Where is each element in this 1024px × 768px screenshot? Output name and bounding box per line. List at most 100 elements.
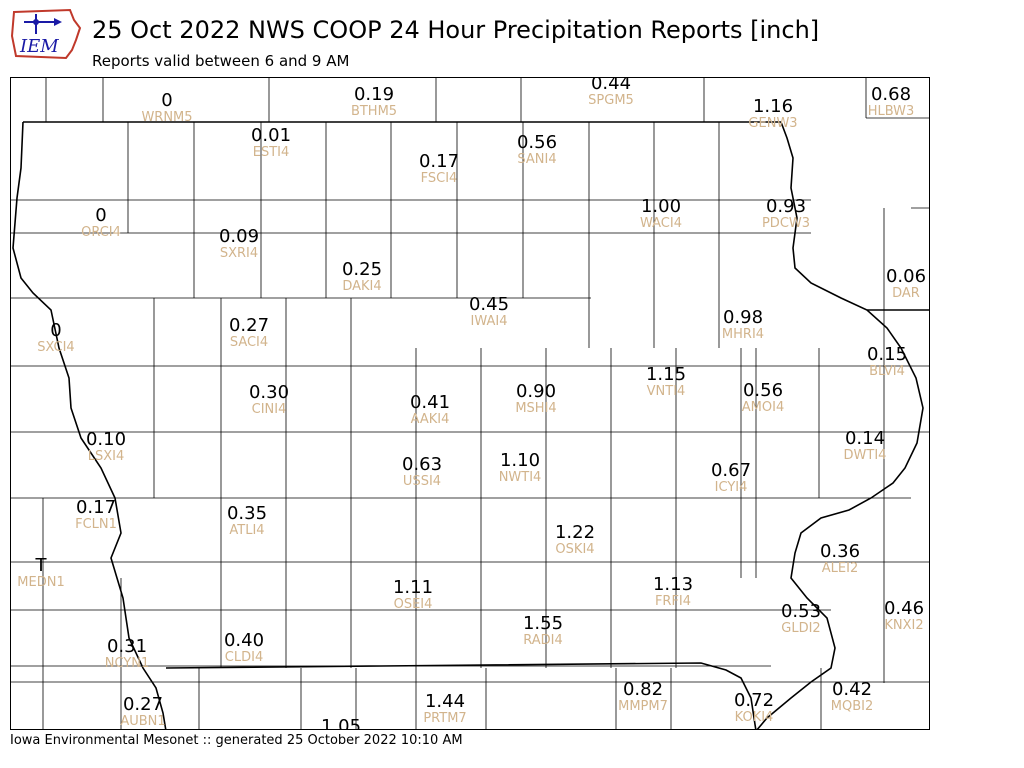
station-dwti4: 0.14 DWTI4	[844, 428, 887, 463]
station-value: 0.56	[742, 380, 784, 401]
station-saci4: 0.27 SACI4	[228, 315, 270, 350]
station-id: AUBN1	[120, 714, 166, 729]
station-value: 0.15	[866, 344, 908, 365]
station-id: SXRI4	[219, 246, 259, 261]
station-cini4: 0.30 CINI4	[248, 382, 290, 417]
station-value: 0.46	[883, 598, 925, 619]
station-value: 0.63	[401, 454, 443, 475]
station-id: MQBI2	[830, 699, 874, 714]
station-id: ORCI4	[81, 225, 121, 240]
station-id: OSEI4	[393, 597, 433, 612]
station-value: 0.41	[409, 392, 451, 413]
station-id: PDCW3	[761, 216, 811, 231]
station-id: ESTI4	[252, 145, 290, 160]
station-value: 0.93	[765, 196, 807, 217]
station-id: FRFI4	[654, 594, 692, 609]
station-radi4: 1.55 RADI4	[523, 615, 563, 648]
station-value: 0.35	[226, 503, 268, 524]
station-id: MMPM7	[618, 699, 668, 714]
station-id: AMOI4	[741, 400, 785, 415]
station-id: FCLN1	[75, 517, 117, 532]
station-ussi4: 0.63 USSI4	[401, 454, 443, 489]
iem-logo-graphic: IEM	[10, 8, 82, 60]
station-id: BLVI4	[869, 364, 905, 379]
station-value: 0.30	[248, 382, 290, 403]
station-dar: 0.06 DAR	[885, 266, 927, 301]
station-id: FSCI4	[420, 171, 458, 186]
station-orci4: 0 ORCI4	[81, 205, 121, 240]
station-value: 1.44	[424, 691, 466, 712]
station-id: SACI4	[229, 335, 269, 350]
station-value: 0.42	[831, 679, 873, 700]
station-id: GENW3	[748, 116, 798, 131]
county-boundaries	[11, 78, 929, 729]
station-id: NWTI4	[498, 470, 542, 485]
station-value: 1.16	[752, 96, 794, 117]
station-id: AAKI4	[410, 412, 450, 427]
station-mshi4: 0.90 MSHI4	[515, 383, 557, 416]
station-alei2: 0.36 ALEI2	[819, 541, 861, 576]
station-value: 0.09	[218, 226, 260, 247]
station-id: USSI4	[402, 474, 442, 489]
station-koki4: 0.72 KOKI4	[734, 692, 774, 725]
station-value: 0.25	[341, 259, 383, 280]
station-osei4: 1.11 OSEI4	[393, 579, 433, 612]
station-value: 0.68	[870, 84, 912, 105]
station-value: 0.27	[228, 315, 270, 336]
station-value: 0.01	[250, 125, 292, 146]
station-id: HLBW3	[867, 104, 915, 119]
station-id: NCYN1	[104, 656, 150, 671]
station-value: 0.40	[223, 630, 265, 651]
station-value: 0	[161, 90, 173, 111]
station-mmpm7: 0.82 MMPM7	[618, 681, 668, 714]
station-ncyn1: 0.31 NCYN1	[104, 638, 150, 671]
station-vnti4: 1.15 VNTI4	[645, 364, 687, 399]
station-id: KNXI2	[884, 618, 924, 633]
station-blvi4: 0.15 BLVI4	[866, 344, 908, 379]
station-unlabeled: 1.05	[321, 718, 361, 730]
station-esti4: 0.01 ESTI4	[250, 125, 292, 160]
station-value: 0.45	[468, 294, 510, 315]
station-id: RADI4	[523, 633, 563, 648]
station-id: MSHI4	[515, 401, 557, 416]
station-value: 1.22	[554, 522, 596, 543]
station-value: 0.19	[353, 84, 395, 105]
station-nwti4: 1.10 NWTI4	[498, 450, 542, 485]
station-id: OSKI4	[555, 542, 595, 557]
station-id: IWAI4	[470, 314, 508, 329]
station-value: 1.10	[499, 450, 541, 471]
station-value: 0.14	[844, 428, 886, 449]
station-value: 0	[95, 205, 107, 226]
station-value: 0.10	[85, 429, 127, 450]
station-lsxi4: 0.10 LSXI4	[85, 429, 127, 464]
station-id: CINI4	[251, 402, 287, 417]
station-value: 0.17	[418, 151, 460, 172]
station-value: 0.44	[590, 77, 632, 94]
station-wrnm5: 0 WRNM5	[141, 90, 193, 125]
station-value: 1.15	[645, 364, 687, 385]
map-area: 0 WRNM5 0.19 BTHM5 0.44 SPGM5 1.16 GENW3 0.68 HLB…	[10, 77, 930, 730]
station-gldi2: 0.53 GLDI2	[780, 601, 822, 636]
station-hlbw3: 0.68 HLBW3	[867, 84, 915, 119]
station-mqbi2: 0.42 MQBI2	[830, 679, 874, 714]
station-value: 1.13	[652, 574, 694, 595]
iem-logo: IEM	[10, 6, 86, 62]
station-value: 0.98	[722, 307, 764, 328]
station-value: 0.36	[819, 541, 861, 562]
station-frfi4: 1.13 FRFI4	[652, 574, 694, 609]
state-boundaries	[12, 121, 929, 729]
footer-credit: Iowa Environmental Mesonet :: generated …	[10, 733, 463, 748]
station-value: 0.53	[780, 601, 822, 622]
station-id: WRNM5	[141, 110, 193, 125]
station-cldi4: 0.40 CLDI4	[223, 630, 265, 665]
station-atli4: 0.35 ATLI4	[226, 503, 268, 538]
station-aubn1: 0.27 AUBN1	[120, 696, 166, 729]
station-oski4: 1.22 OSKI4	[554, 522, 596, 557]
station-value: 0.06	[885, 266, 927, 287]
station-spgm5: 0.44 SPGM5	[588, 77, 634, 107]
station-value: 1.05	[320, 716, 362, 730]
station-sxri4: 0.09 SXRI4	[218, 226, 260, 261]
station-id: PRTM7	[423, 711, 467, 726]
station-id: DAR	[892, 286, 920, 301]
map-title: 25 Oct 2022 NWS COOP 24 Hour Precipitati…	[92, 16, 820, 44]
